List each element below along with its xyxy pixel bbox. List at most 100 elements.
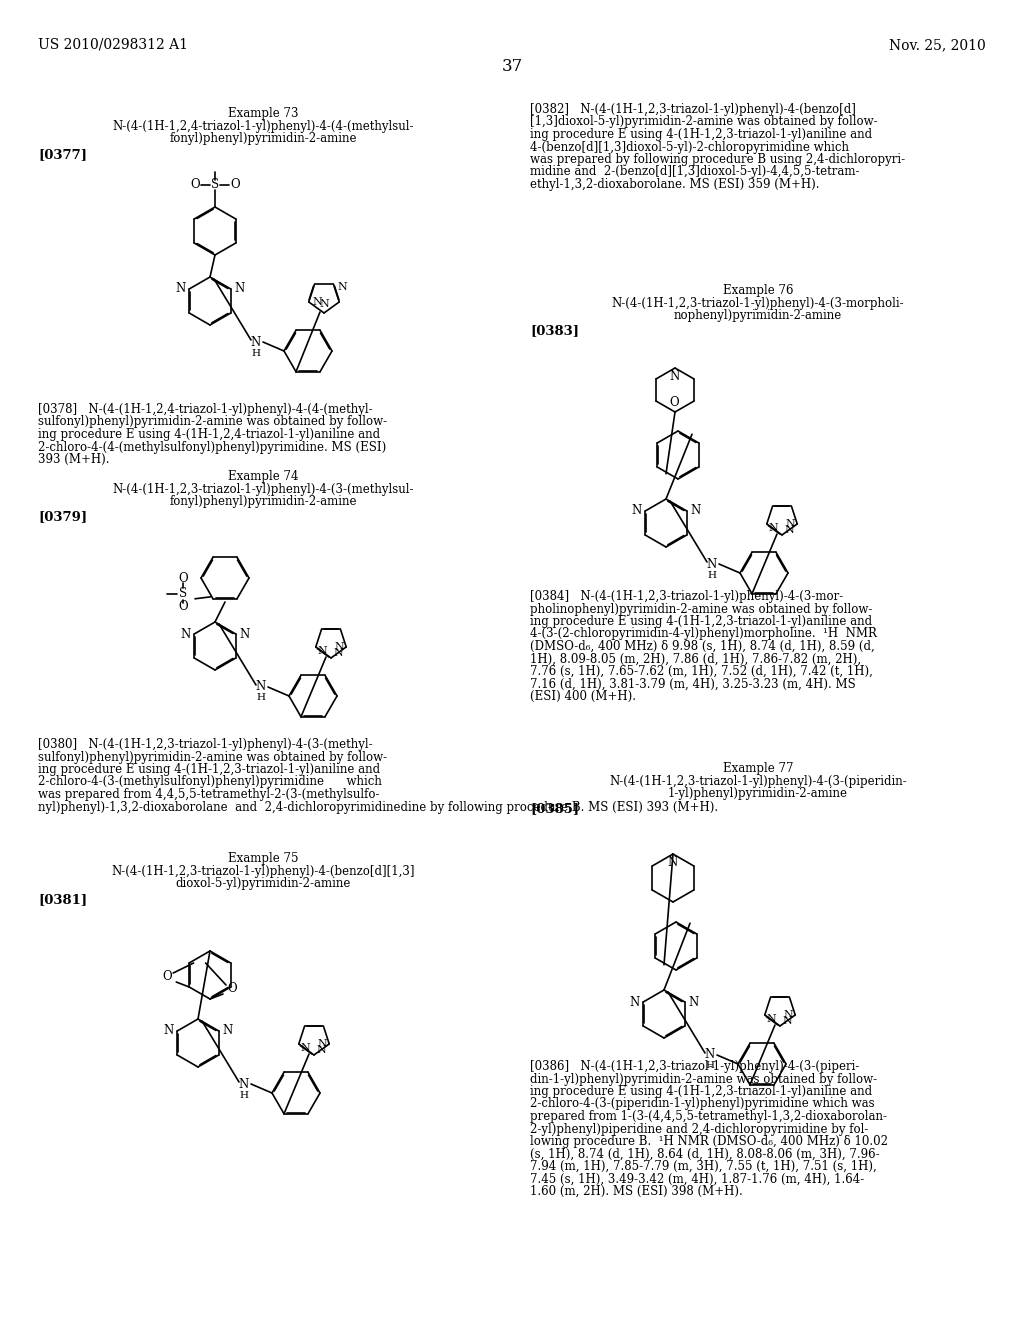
Text: Example 76: Example 76 <box>723 284 794 297</box>
Text: [0380]   N-(4-(1H-1,2,3-triazol-1-yl)phenyl)-4-(3-(methyl-: [0380] N-(4-(1H-1,2,3-triazol-1-yl)pheny… <box>38 738 373 751</box>
Text: N: N <box>767 1014 776 1024</box>
Text: N-(4-(1H-1,2,4-triazol-1-yl)phenyl)-4-(4-(methylsul-: N-(4-(1H-1,2,4-triazol-1-yl)phenyl)-4-(4… <box>113 120 414 133</box>
Text: N-(4-(1H-1,2,3-triazol-1-yl)phenyl)-4-(3-morpholi-: N-(4-(1H-1,2,3-triazol-1-yl)phenyl)-4-(3… <box>611 297 904 310</box>
Text: nyl)phenyl)-1,3,2-dioxaborolane  and  2,4-dichloropyrimidinedine by following pr: nyl)phenyl)-1,3,2-dioxaborolane and 2,4-… <box>38 800 718 813</box>
Text: N: N <box>335 642 344 652</box>
Text: N: N <box>319 300 329 309</box>
Text: (ESI) 400 (M+H).: (ESI) 400 (M+H). <box>530 690 636 704</box>
Text: H: H <box>240 1090 249 1100</box>
Text: 37: 37 <box>502 58 522 75</box>
Text: H: H <box>708 570 717 579</box>
Text: O: O <box>670 396 679 409</box>
Text: 1.60 (m, 2H). MS (ESI) 398 (M+H).: 1.60 (m, 2H). MS (ESI) 398 (M+H). <box>530 1185 742 1199</box>
Text: N: N <box>175 282 185 296</box>
Text: ethyl-1,3,2-dioxaborolane. MS (ESI) 359 (M+H).: ethyl-1,3,2-dioxaborolane. MS (ESI) 359 … <box>530 178 819 191</box>
Text: sulfonyl)phenyl)pyrimidin-2-amine was obtained by follow-: sulfonyl)phenyl)pyrimidin-2-amine was ob… <box>38 751 387 763</box>
Text: Example 75: Example 75 <box>227 851 298 865</box>
Text: N: N <box>784 525 794 535</box>
Text: [0385]: [0385] <box>530 803 580 814</box>
Text: dioxol-5-yl)pyrimidin-2-amine: dioxol-5-yl)pyrimidin-2-amine <box>175 876 350 890</box>
Text: N: N <box>240 627 250 640</box>
Text: N: N <box>631 504 641 517</box>
Text: din-1-yl)phenyl)pyrimidin-2-amine was obtained by follow-: din-1-yl)phenyl)pyrimidin-2-amine was ob… <box>530 1072 878 1085</box>
Text: fonyl)phenyl)pyrimidin-2-amine: fonyl)phenyl)pyrimidin-2-amine <box>169 495 356 508</box>
Text: N: N <box>668 857 678 870</box>
Text: [0384]   N-(4-(1H-1,2,3-triazol-1-yl)phenyl)-4-(3-mor-: [0384] N-(4-(1H-1,2,3-triazol-1-yl)pheny… <box>530 590 843 603</box>
Text: US 2010/0298312 A1: US 2010/0298312 A1 <box>38 38 188 51</box>
Text: ing procedure E using 4-(1H-1,2,4-triazol-1-yl)aniline and: ing procedure E using 4-(1H-1,2,4-triazo… <box>38 428 380 441</box>
Text: O: O <box>190 178 200 191</box>
Text: N: N <box>313 297 323 308</box>
Text: sulfonyl)phenyl)pyrimidin-2-amine was obtained by follow-: sulfonyl)phenyl)pyrimidin-2-amine was ob… <box>38 416 387 429</box>
Text: N: N <box>707 557 717 570</box>
Text: 2-chloro-4-(3-(methylsulfonyl)phenyl)pyrimidine      which: 2-chloro-4-(3-(methylsulfonyl)phenyl)pyr… <box>38 776 382 788</box>
Text: N: N <box>333 648 343 657</box>
Text: N: N <box>234 282 245 296</box>
Text: Example 74: Example 74 <box>227 470 298 483</box>
Text: [0377]: [0377] <box>38 148 87 161</box>
Text: O: O <box>230 178 240 191</box>
Text: N: N <box>180 627 190 640</box>
Text: H: H <box>256 693 265 702</box>
Text: 4-(benzo[d][1,3]dioxol-5-yl)-2-chloropyrimidine which: 4-(benzo[d][1,3]dioxol-5-yl)-2-chloropyr… <box>530 140 849 153</box>
Text: H: H <box>706 1061 715 1071</box>
Text: N: N <box>690 504 700 517</box>
Text: O: O <box>178 573 187 585</box>
Text: N: N <box>769 523 778 533</box>
Text: 2-chloro-4-(3-(piperidin-1-yl)phenyl)pyrimidine which was: 2-chloro-4-(3-(piperidin-1-yl)phenyl)pyr… <box>530 1097 874 1110</box>
Text: H: H <box>252 348 260 358</box>
Text: midine and  2-(benzo[d][1,3]dioxol-5-yl)-4,4,5,5-tetram-: midine and 2-(benzo[d][1,3]dioxol-5-yl)-… <box>530 165 859 178</box>
Text: 7.76 (s, 1H), 7.65-7.62 (m, 1H), 7.52 (d, 1H), 7.42 (t, 1H),: 7.76 (s, 1H), 7.65-7.62 (m, 1H), 7.52 (d… <box>530 665 872 678</box>
Text: N-(4-(1H-1,2,3-triazol-1-yl)phenyl)-4-(benzo[d][1,3]: N-(4-(1H-1,2,3-triazol-1-yl)phenyl)-4-(b… <box>112 865 415 878</box>
Text: N: N <box>629 995 639 1008</box>
Text: O: O <box>227 982 237 995</box>
Text: N: N <box>782 1016 792 1026</box>
Text: 7.16 (d, 1H), 3.81-3.79 (m, 4H), 3.25-3.23 (m, 4H). MS: 7.16 (d, 1H), 3.81-3.79 (m, 4H), 3.25-3.… <box>530 677 856 690</box>
Text: (s, 1H), 8.74 (d, 1H), 8.64 (d, 1H), 8.08-8.06 (m, 3H), 7.96-: (s, 1H), 8.74 (d, 1H), 8.64 (d, 1H), 8.0… <box>530 1147 880 1160</box>
Text: Nov. 25, 2010: Nov. 25, 2010 <box>889 38 986 51</box>
Text: N-(4-(1H-1,2,3-triazol-1-yl)phenyl)-4-(3-(methylsul-: N-(4-(1H-1,2,3-triazol-1-yl)phenyl)-4-(3… <box>113 483 414 496</box>
Text: Example 77: Example 77 <box>723 762 794 775</box>
Text: O: O <box>163 970 172 983</box>
Text: [0382]   N-(4-(1H-1,2,3-triazol-1-yl)phenyl)-4-(benzo[d]: [0382] N-(4-(1H-1,2,3-triazol-1-yl)pheny… <box>530 103 856 116</box>
Text: fonyl)phenyl)pyrimidin-2-amine: fonyl)phenyl)pyrimidin-2-amine <box>169 132 356 145</box>
Text: ing procedure E using 4-(1H-1,2,3-triazol-1-yl)aniline and: ing procedure E using 4-(1H-1,2,3-triazo… <box>38 763 380 776</box>
Text: N: N <box>317 645 328 656</box>
Text: N: N <box>705 1048 715 1061</box>
Text: [0383]: [0383] <box>530 323 579 337</box>
Text: 7.45 (s, 1H), 3.49-3.42 (m, 4H), 1.87-1.76 (m, 4H), 1.64-: 7.45 (s, 1H), 3.49-3.42 (m, 4H), 1.87-1.… <box>530 1172 864 1185</box>
Text: N: N <box>251 335 261 348</box>
Text: N: N <box>301 1043 310 1053</box>
Text: N: N <box>338 282 347 292</box>
Text: O: O <box>178 601 187 614</box>
Text: 1-yl)phenyl)pyrimidin-2-amine: 1-yl)phenyl)pyrimidin-2-amine <box>668 787 848 800</box>
Text: ing procedure E using 4-(1H-1,2,3-triazol-1-yl)aniline and: ing procedure E using 4-(1H-1,2,3-triazo… <box>530 1085 872 1098</box>
Text: was prepared by following procedure B using 2,4-dichloropyri-: was prepared by following procedure B us… <box>530 153 905 166</box>
Text: ing procedure E using 4-(1H-1,2,3-triazol-1-yl)aniline and: ing procedure E using 4-(1H-1,2,3-triazo… <box>530 128 872 141</box>
Text: N: N <box>670 371 680 384</box>
Text: N: N <box>256 681 266 693</box>
Text: 7.94 (m, 1H), 7.85-7.79 (m, 3H), 7.55 (t, 1H), 7.51 (s, 1H),: 7.94 (m, 1H), 7.85-7.79 (m, 3H), 7.55 (t… <box>530 1160 877 1173</box>
Text: N: N <box>222 1024 232 1038</box>
Text: (DMSO-d₆, 400 MHz) δ 9.98 (s, 1H), 8.74 (d, 1H), 8.59 (d,: (DMSO-d₆, 400 MHz) δ 9.98 (s, 1H), 8.74 … <box>530 640 874 653</box>
Text: N: N <box>783 1010 794 1020</box>
Text: lowing procedure B.  ¹H NMR (DMSO-d₆, 400 MHz) δ 10.02: lowing procedure B. ¹H NMR (DMSO-d₆, 400… <box>530 1135 888 1148</box>
Text: N: N <box>785 519 795 529</box>
Text: N: N <box>689 995 699 1008</box>
Text: [0379]: [0379] <box>38 510 87 523</box>
Text: N-(4-(1H-1,2,3-triazol-1-yl)phenyl)-4-(3-(piperidin-: N-(4-(1H-1,2,3-triazol-1-yl)phenyl)-4-(3… <box>609 775 907 788</box>
Text: ing procedure E using 4-(1H-1,2,3-triazol-1-yl)aniline and: ing procedure E using 4-(1H-1,2,3-triazo… <box>530 615 872 628</box>
Text: 2-yl)phenyl)piperidine and 2,4-dichloropyrimidine by fol-: 2-yl)phenyl)piperidine and 2,4-dichlorop… <box>530 1122 868 1135</box>
Text: nophenyl)pyrimidin-2-amine: nophenyl)pyrimidin-2-amine <box>674 309 842 322</box>
Text: prepared from 1-(3-(4,4,5,5-tetramethyl-1,3,2-dioxaborolan-: prepared from 1-(3-(4,4,5,5-tetramethyl-… <box>530 1110 887 1123</box>
Text: Example 73: Example 73 <box>227 107 298 120</box>
Text: 393 (M+H).: 393 (M+H). <box>38 453 110 466</box>
Text: [0386]   N-(4-(1H-1,2,3-triazol-1-yl)phenyl)-4-(3-(piperi-: [0386] N-(4-(1H-1,2,3-triazol-1-yl)pheny… <box>530 1060 859 1073</box>
Text: pholinophenyl)pyrimidin-2-amine was obtained by follow-: pholinophenyl)pyrimidin-2-amine was obta… <box>530 602 872 615</box>
Text: 4-(3-(2-chloropyrimidin-4-yl)phenyl)morpholine.  ¹H  NMR: 4-(3-(2-chloropyrimidin-4-yl)phenyl)morp… <box>530 627 877 640</box>
Text: was prepared from 4,4,5,5-tetramethyl-2-(3-(methylsulfo-: was prepared from 4,4,5,5-tetramethyl-2-… <box>38 788 380 801</box>
Text: N: N <box>317 1039 327 1049</box>
Text: 1H), 8.09-8.05 (m, 2H), 7.86 (d, 1H), 7.86-7.82 (m, 2H),: 1H), 8.09-8.05 (m, 2H), 7.86 (d, 1H), 7.… <box>530 652 861 665</box>
Text: N: N <box>163 1024 173 1038</box>
Text: [0378]   N-(4-(1H-1,2,4-triazol-1-yl)phenyl)-4-(4-(methyl-: [0378] N-(4-(1H-1,2,4-triazol-1-yl)pheny… <box>38 403 373 416</box>
